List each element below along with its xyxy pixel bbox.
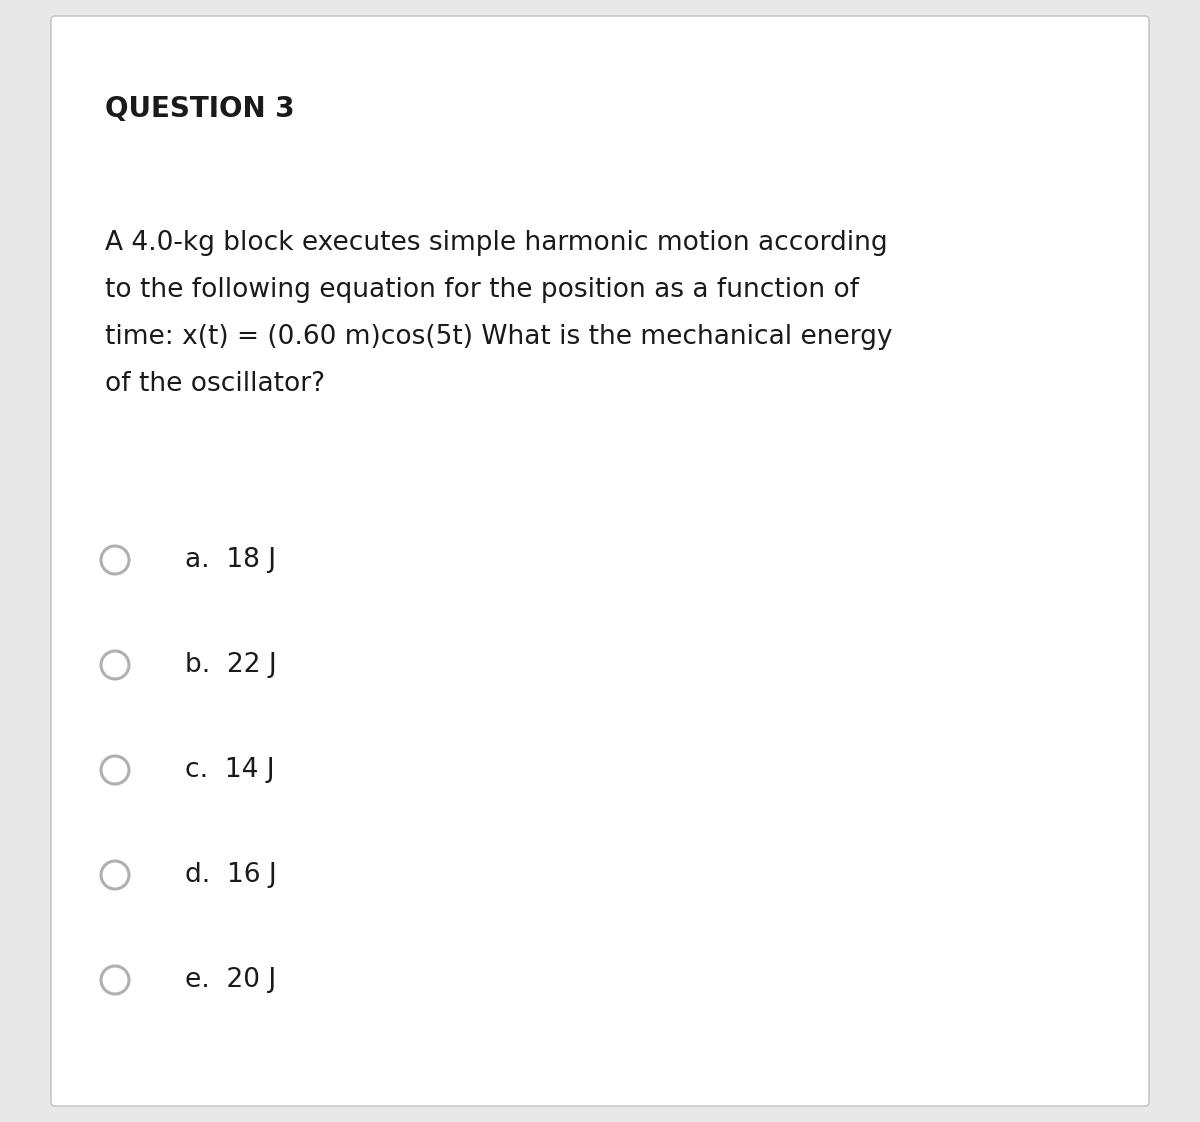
Circle shape: [101, 756, 130, 784]
FancyBboxPatch shape: [50, 16, 1150, 1106]
Text: time: x(t) = (0.60 m)cos(5t) What is the mechanical energy: time: x(t) = (0.60 m)cos(5t) What is the…: [106, 324, 893, 350]
Circle shape: [101, 651, 130, 679]
Circle shape: [101, 546, 130, 574]
Text: e.  20 J: e. 20 J: [185, 967, 276, 993]
Text: of the oscillator?: of the oscillator?: [106, 371, 325, 397]
Text: c.  14 J: c. 14 J: [185, 757, 275, 783]
Text: b.  22 J: b. 22 J: [185, 652, 277, 678]
Text: QUESTION 3: QUESTION 3: [106, 95, 295, 123]
Text: to the following equation for the position as a function of: to the following equation for the positi…: [106, 277, 859, 303]
Text: d.  16 J: d. 16 J: [185, 862, 277, 888]
Circle shape: [101, 966, 130, 994]
Text: a.  18 J: a. 18 J: [185, 548, 276, 573]
Circle shape: [101, 861, 130, 889]
Text: A 4.0-kg block executes simple harmonic motion according: A 4.0-kg block executes simple harmonic …: [106, 230, 888, 256]
